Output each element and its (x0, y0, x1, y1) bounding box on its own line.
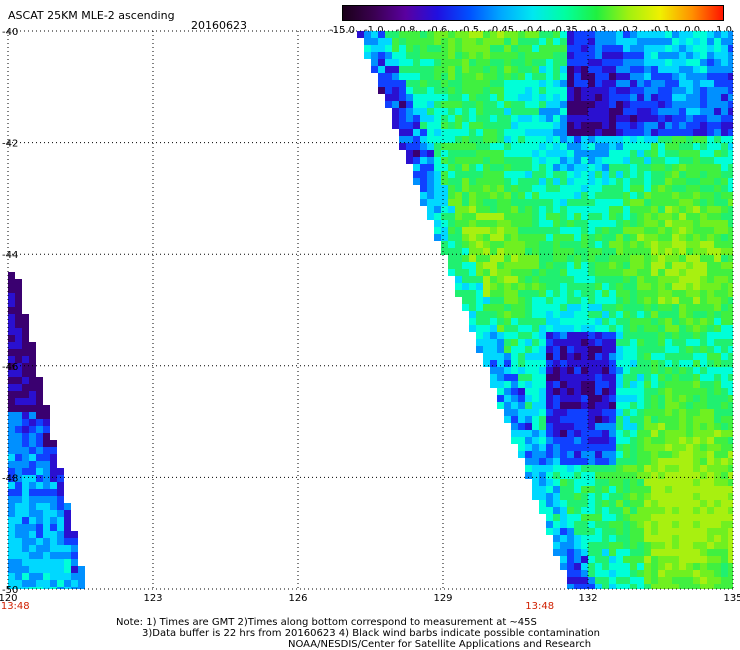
colorbar-tick-label: -15.0 (329, 25, 355, 36)
lat-label: -48 (2, 473, 18, 484)
chart-title: ASCAT 25KM MLE-2 ascending (8, 9, 175, 22)
lon-label: 129 (433, 593, 452, 604)
note-line-2: 3)Data buffer is 22 hrs from 20160623 4)… (142, 628, 600, 639)
lon-label: 135 (723, 593, 740, 604)
lat-label: -42 (2, 139, 18, 150)
lat-label: -46 (2, 362, 18, 373)
lon-label: 132 (578, 593, 597, 604)
lat-label: -40 (2, 27, 18, 38)
colorbar-tick-label: -0.8 (395, 25, 416, 36)
chart-date: 20160623 (191, 19, 247, 32)
colorbar-tick-label: -0.45 (488, 25, 515, 36)
note-line-1: Note: 1) Times are GMT 2)Times along bot… (116, 617, 537, 628)
lat-label: -44 (2, 250, 18, 261)
note-line-3: NOAA/NESDIS/Center for Satellite Applica… (288, 639, 592, 650)
map-grid (7, 30, 734, 590)
colorbar-border (342, 5, 724, 21)
colorbar-tick-label: -0.6 (427, 25, 448, 36)
colorbar (342, 5, 724, 21)
colorbar-tick-label: -0.5 (459, 25, 480, 36)
colorbar-tick-label: -1.0 (364, 25, 384, 36)
time-label: 13:48 (1, 601, 30, 612)
lon-label: 126 (288, 593, 307, 604)
lon-label: 123 (143, 593, 162, 604)
lon-label: 120 (0, 593, 18, 604)
colorbar-gradient (342, 5, 724, 21)
swath-cells (8, 31, 733, 589)
lat-label: -50 (2, 585, 18, 596)
time-label: 13:48 (525, 601, 554, 612)
